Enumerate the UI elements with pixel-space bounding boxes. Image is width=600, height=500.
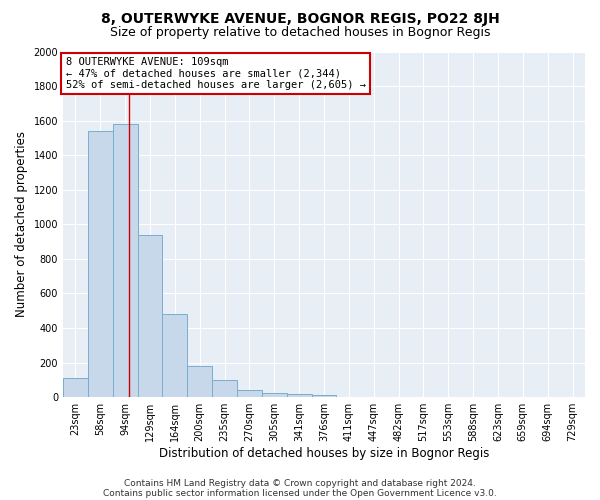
Bar <box>187 366 212 397</box>
Text: Contains HM Land Registry data © Crown copyright and database right 2024.
Contai: Contains HM Land Registry data © Crown c… <box>103 479 497 498</box>
Bar <box>287 394 311 397</box>
Text: 8, OUTERWYKE AVENUE, BOGNOR REGIS, PO22 8JH: 8, OUTERWYKE AVENUE, BOGNOR REGIS, PO22 … <box>101 12 499 26</box>
Bar <box>163 314 187 397</box>
Bar <box>237 390 262 397</box>
Bar <box>113 124 137 397</box>
Bar <box>137 234 163 397</box>
Bar <box>311 394 337 397</box>
Bar <box>88 131 113 397</box>
Bar <box>63 378 88 397</box>
X-axis label: Distribution of detached houses by size in Bognor Regis: Distribution of detached houses by size … <box>159 447 489 460</box>
Bar <box>262 393 287 397</box>
Bar <box>212 380 237 397</box>
Y-axis label: Number of detached properties: Number of detached properties <box>15 132 28 318</box>
Text: 8 OUTERWYKE AVENUE: 109sqm
← 47% of detached houses are smaller (2,344)
52% of s: 8 OUTERWYKE AVENUE: 109sqm ← 47% of deta… <box>65 56 365 90</box>
Text: Size of property relative to detached houses in Bognor Regis: Size of property relative to detached ho… <box>110 26 490 39</box>
